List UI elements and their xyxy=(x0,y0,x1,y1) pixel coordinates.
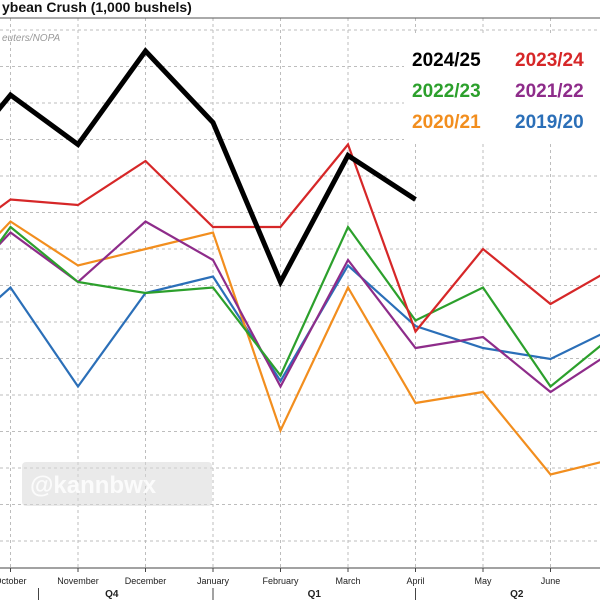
quarter-axis: Q4 Q1 Q2 xyxy=(38,588,524,600)
series-line-2021-22 xyxy=(0,220,600,394)
chart-title: ybean Crush (1,000 bushels) xyxy=(2,0,192,15)
legend: 2024/25 2023/24 2022/23 2021/22 2020/21 2019/… xyxy=(404,34,600,142)
x-tick-label: March xyxy=(335,576,360,586)
watermark: @kannbwx xyxy=(22,462,212,506)
legend-entry: 2021/22 xyxy=(515,81,584,102)
series-line-2023-24 xyxy=(0,142,600,334)
series-line-2019-20 xyxy=(0,263,600,389)
plot-frame xyxy=(0,17,600,569)
source-note: euters/NOPA xyxy=(2,33,60,44)
watermark-text: @kannbwx xyxy=(30,472,157,499)
series-layer xyxy=(0,47,600,476)
legend-entry: 2023/24 xyxy=(515,50,584,71)
x-tick-label: October xyxy=(0,576,27,586)
legend-entry: 2022/23 xyxy=(412,81,481,102)
watermark-backdrop xyxy=(22,462,212,506)
legend-background xyxy=(404,34,600,142)
x-tick-label: November xyxy=(57,576,99,586)
quarter-label: Q1 xyxy=(308,589,322,600)
x-tick-label: December xyxy=(125,576,167,586)
grid xyxy=(0,18,600,568)
x-axis: October November December January February Ma… xyxy=(0,568,560,586)
x-tick-label: April xyxy=(406,576,424,586)
quarter-label: Q2 xyxy=(510,589,524,600)
series-line-2022-23 xyxy=(0,224,600,389)
x-tick-label: May xyxy=(474,576,492,586)
legend-entry: 2024/25 xyxy=(412,50,481,71)
x-tick-label: June xyxy=(541,576,561,586)
legend-entry: 2020/21 xyxy=(412,112,481,133)
x-tick-label: January xyxy=(197,576,230,586)
quarter-label: Q4 xyxy=(105,589,119,600)
series-line-2024-25 xyxy=(0,47,417,288)
x-tick-label: February xyxy=(262,576,299,586)
series-line-2020-21 xyxy=(0,220,600,476)
legend-entry: 2019/20 xyxy=(515,112,584,133)
